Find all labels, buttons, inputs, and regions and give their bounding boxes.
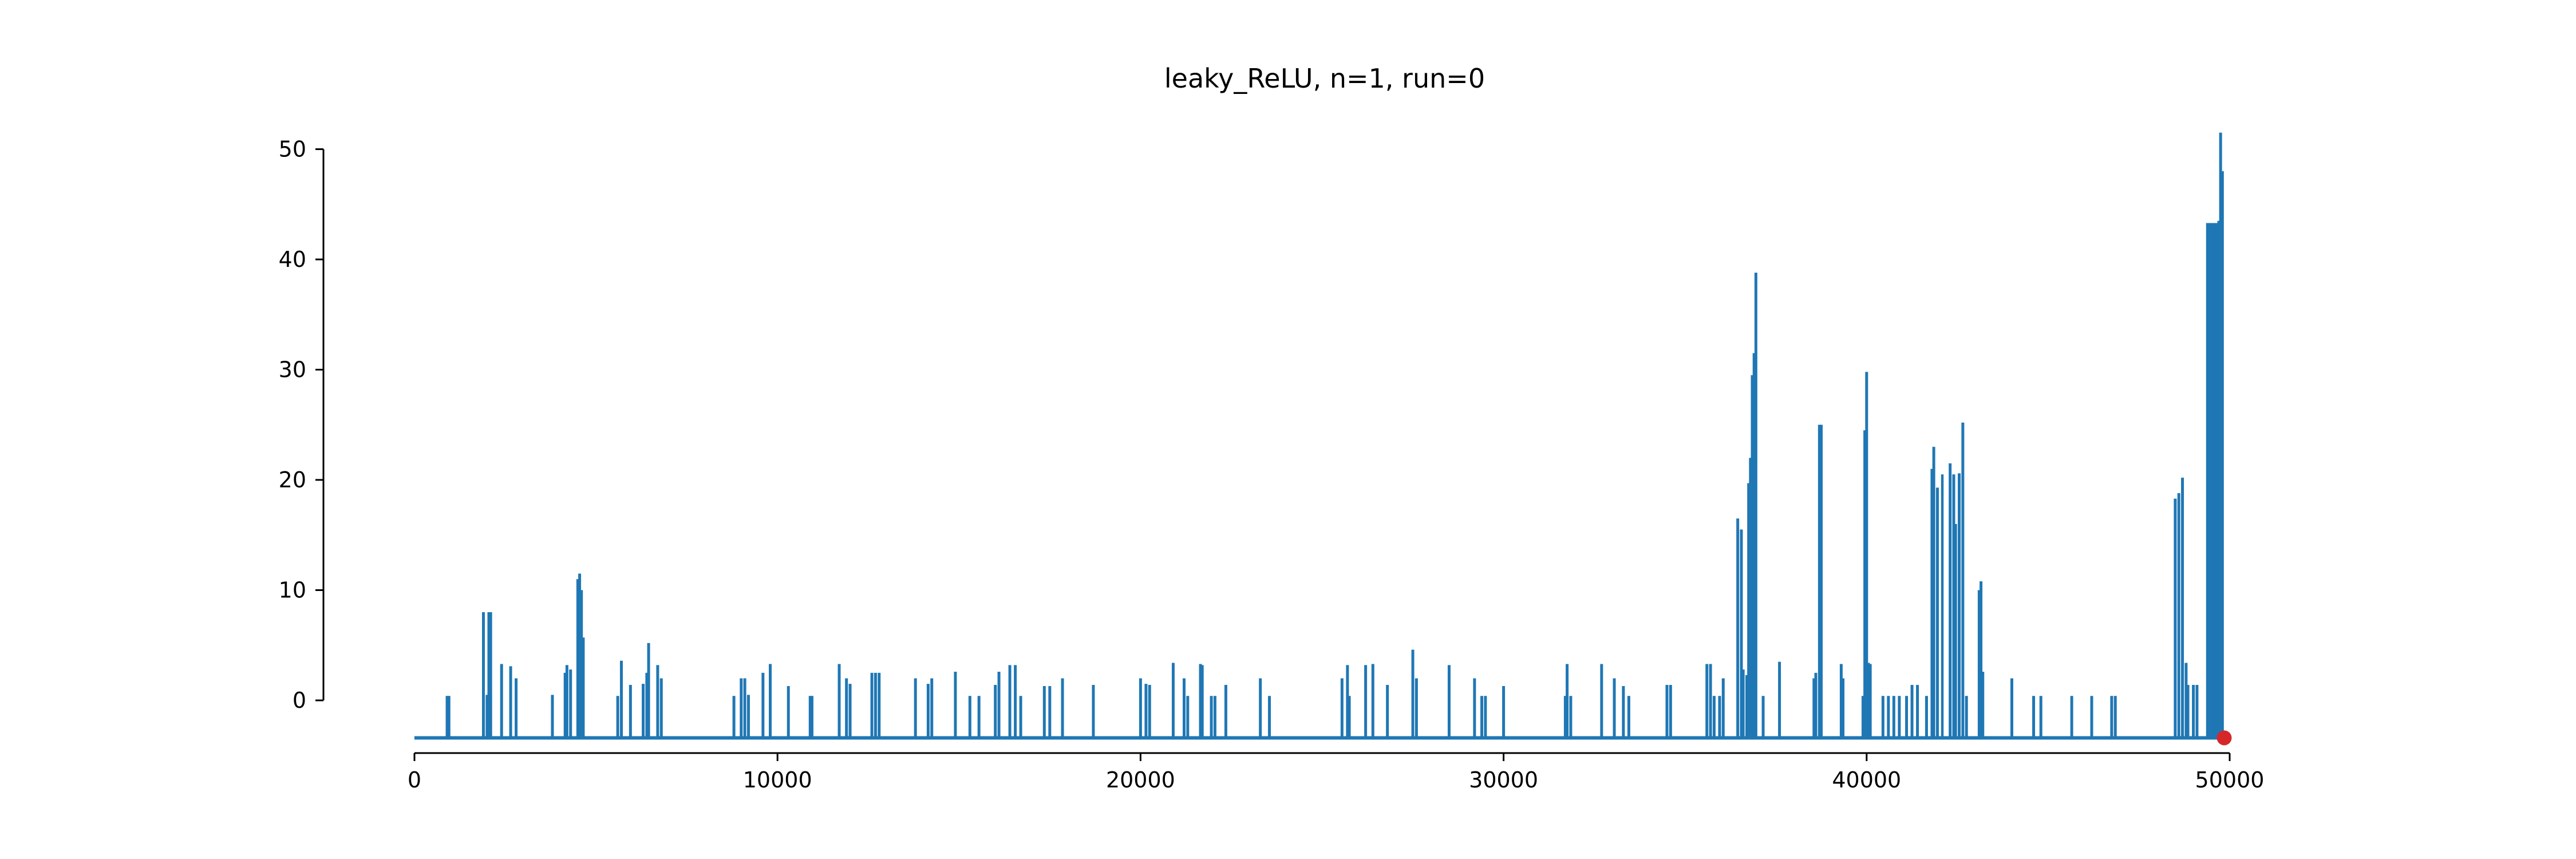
x-tick-label: 10000 — [743, 767, 812, 793]
x-tick-label: 40000 — [1832, 767, 1901, 793]
axes: 0 10 20 30 40 50 0 10000 20000 30000 40000 50000 — [279, 137, 2265, 793]
x-tick-label: 30000 — [1469, 767, 1538, 793]
final-point-marker — [2217, 730, 2232, 746]
x-tick-label: 0 — [408, 767, 421, 793]
y-tick-label: 50 — [279, 137, 306, 162]
plot-area — [414, 132, 2232, 746]
series-block — [1941, 474, 1944, 738]
y-tick-label: 10 — [279, 578, 306, 603]
y-tick-label: 40 — [279, 247, 306, 272]
y-tick-label: 30 — [279, 357, 306, 383]
y-tick-label: 0 — [293, 688, 306, 713]
chart-title: leaky_ReLU, n=1, run=0 — [1164, 63, 1485, 94]
x-tick-label: 50000 — [2195, 767, 2265, 793]
y-tick-label: 20 — [279, 467, 306, 492]
x-tick-label: 20000 — [1106, 767, 1175, 793]
